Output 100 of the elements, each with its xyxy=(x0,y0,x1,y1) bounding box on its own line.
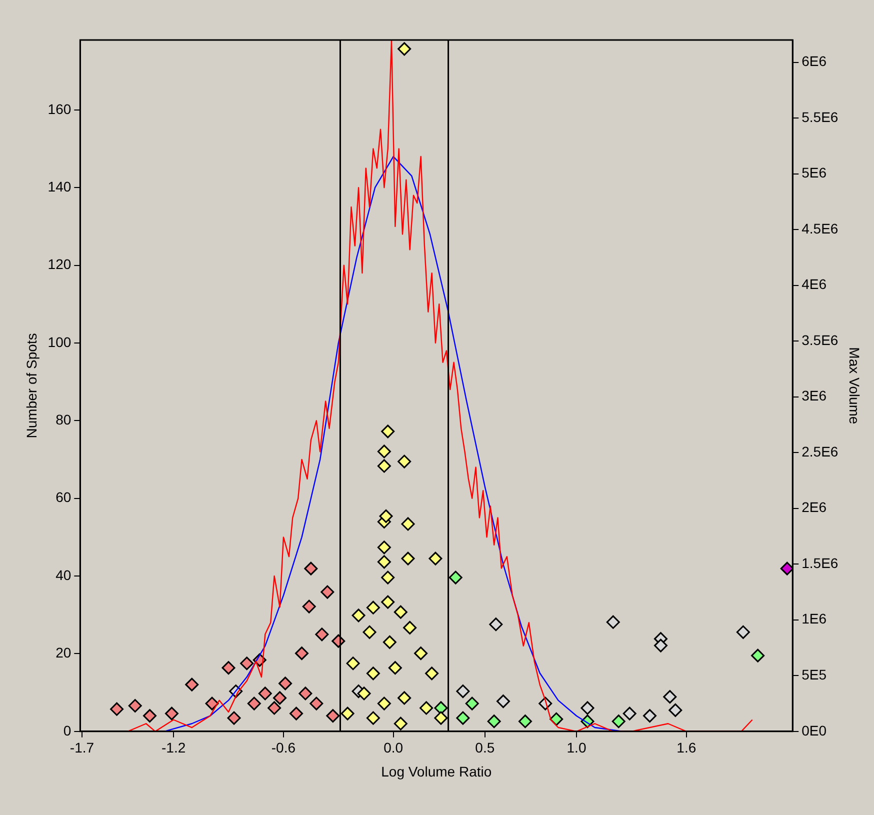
point xyxy=(278,676,292,690)
x-tick-label: 1.6 xyxy=(676,740,696,756)
point xyxy=(381,595,395,609)
point xyxy=(398,454,412,468)
point xyxy=(381,424,395,438)
point xyxy=(643,709,657,723)
point xyxy=(403,620,417,634)
y2-tick-label: 5E5 xyxy=(802,666,827,682)
point xyxy=(240,656,254,670)
point xyxy=(315,628,329,642)
point xyxy=(398,42,412,56)
y2-tick-label: 0E0 xyxy=(802,722,827,738)
point xyxy=(414,646,428,660)
point xyxy=(398,691,412,705)
x-tick-label: -1.7 xyxy=(70,740,94,756)
point xyxy=(295,646,309,660)
point xyxy=(377,555,391,569)
y2-tick-label: 3.5E6 xyxy=(802,332,838,348)
point xyxy=(310,696,324,710)
y2-axis-title: Max Volume xyxy=(846,347,863,424)
point xyxy=(326,709,340,723)
x-tick-label: -1.2 xyxy=(162,740,186,756)
point xyxy=(377,459,391,473)
point xyxy=(185,678,199,692)
point xyxy=(377,696,391,710)
y-tick-label: 120 xyxy=(48,256,72,272)
point xyxy=(340,706,354,720)
point xyxy=(352,608,366,622)
point xyxy=(489,618,503,632)
point xyxy=(425,666,439,680)
y2-tick-label: 6E6 xyxy=(802,53,827,70)
point xyxy=(388,661,402,675)
point xyxy=(205,696,219,710)
y2-tick-label: 4.5E6 xyxy=(802,220,838,236)
point xyxy=(448,570,462,584)
x-tick-label: 0.5 xyxy=(475,740,495,756)
y2-tick-label: 5.5E6 xyxy=(802,108,838,125)
point xyxy=(366,666,380,680)
point xyxy=(304,562,318,576)
point xyxy=(428,552,442,566)
point xyxy=(346,656,360,670)
point xyxy=(434,701,448,715)
point xyxy=(247,696,261,710)
y2-tick-label: 3E6 xyxy=(802,388,827,404)
y2-tick-label: 1.5E6 xyxy=(802,554,838,571)
point xyxy=(298,686,312,700)
y-tick-label: 140 xyxy=(48,178,72,194)
point xyxy=(222,661,236,675)
point xyxy=(456,711,470,725)
point xyxy=(273,691,287,705)
point xyxy=(465,696,479,710)
point xyxy=(580,701,594,715)
point xyxy=(377,444,391,458)
y-tick-label: 80 xyxy=(56,412,72,428)
x-axis-title: Log Volume Ratio xyxy=(381,763,492,780)
y-tick-label: 40 xyxy=(56,566,72,583)
point xyxy=(780,562,793,576)
y2-tick-label: 2E6 xyxy=(802,499,827,516)
point xyxy=(379,509,393,523)
point xyxy=(401,517,415,531)
point xyxy=(110,702,124,716)
point xyxy=(377,540,391,554)
point xyxy=(663,690,677,704)
point xyxy=(518,714,532,728)
point xyxy=(128,699,142,712)
point xyxy=(612,714,626,728)
x-tick-label: 0.0 xyxy=(384,740,404,756)
y-tick-label: 60 xyxy=(56,489,72,506)
point xyxy=(496,694,510,708)
point xyxy=(401,552,415,566)
y2-tick-label: 5E6 xyxy=(802,164,827,181)
point xyxy=(227,711,241,725)
point xyxy=(143,709,157,723)
y-tick-label: 20 xyxy=(56,644,72,661)
point xyxy=(366,600,380,614)
point xyxy=(606,615,620,629)
point xyxy=(320,585,334,599)
y-tick-label: 0 xyxy=(63,722,72,738)
x-tick-label: 1.0 xyxy=(566,740,586,756)
y2-tick-label: 2.5E6 xyxy=(802,443,838,460)
point xyxy=(736,625,750,639)
y-tick-label: 100 xyxy=(48,334,72,350)
point xyxy=(382,635,396,649)
point xyxy=(268,701,282,715)
point xyxy=(394,716,408,730)
point xyxy=(357,686,371,700)
point xyxy=(302,600,316,614)
point xyxy=(751,648,765,662)
point xyxy=(550,712,564,726)
y-tick-label: 160 xyxy=(48,100,72,117)
point xyxy=(381,570,395,584)
y2-tick-label: 4E6 xyxy=(802,276,827,292)
point xyxy=(434,711,448,725)
point xyxy=(290,706,304,720)
point xyxy=(456,684,470,698)
point xyxy=(487,714,501,728)
y2-tick-label: 1E6 xyxy=(802,610,827,627)
point xyxy=(654,638,668,652)
point xyxy=(622,706,636,720)
point xyxy=(668,703,682,717)
